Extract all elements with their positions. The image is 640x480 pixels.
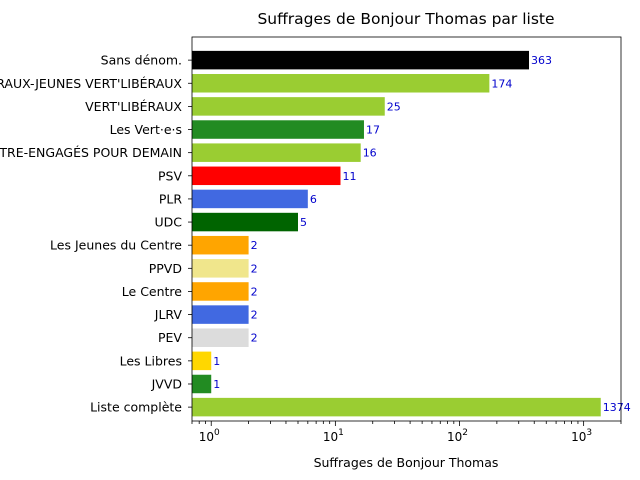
- plot-frame: [191, 36, 622, 422]
- bar: [192, 143, 361, 162]
- data-label: 1: [213, 355, 220, 368]
- bar: [192, 74, 490, 93]
- y-tick-label: Sans dénom.: [101, 53, 182, 68]
- data-label: 5: [300, 216, 307, 229]
- data-label: 6: [310, 193, 317, 206]
- x-tick-label: 103: [571, 428, 592, 444]
- data-label: 2: [251, 239, 258, 252]
- y-tick-label: Les Jeunes du Centre: [50, 238, 182, 253]
- data-label: 17: [366, 124, 380, 137]
- y-tick-label: Les Vert·e·s: [110, 122, 182, 137]
- x-tick-label: 100: [199, 428, 220, 444]
- bar: [192, 120, 364, 139]
- y-tick-label: JEUNES-CENTRE-ENGAGÉS POUR DEMAIN: [0, 145, 182, 160]
- data-label: 1374: [603, 401, 631, 414]
- x-tick-label: 102: [447, 428, 468, 444]
- x-axis: 100 101 102 103: [191, 421, 622, 444]
- bar: [192, 259, 249, 278]
- bar: [192, 305, 249, 324]
- bar: [192, 282, 249, 301]
- bar: [192, 50, 530, 70]
- y-tick-label: PPVD: [149, 261, 182, 276]
- bar: [192, 189, 308, 209]
- data-label: 174: [491, 77, 512, 90]
- y-tick-label: UDC: [154, 215, 182, 230]
- data-label: 363: [531, 54, 552, 67]
- y-tick-label: VERT'LIBÉRAUX: [85, 99, 182, 114]
- y-tick-labels: Sans dénom. JEUNES LIBÉRAUX-JEUNES VERT'L…: [0, 53, 192, 415]
- data-label: 2: [251, 332, 258, 345]
- y-tick-label: PEV: [158, 330, 182, 345]
- data-label: 1: [213, 378, 220, 391]
- bar: [192, 97, 385, 116]
- data-label: 11: [343, 170, 357, 183]
- chart-title: Suffrages de Bonjour Thomas par liste: [257, 10, 554, 28]
- bar: [192, 374, 212, 394]
- bars-layer: [192, 50, 601, 417]
- data-label: 2: [251, 309, 258, 322]
- data-label: 2: [251, 285, 258, 298]
- x-axis-label: Suffrages de Bonjour Thomas: [314, 455, 499, 470]
- y-tick-label: JLRV: [154, 307, 183, 322]
- y-tick-label: JEUNES LIBÉRAUX-JEUNES VERT'LIBÉRAUX: [0, 76, 182, 91]
- y-tick-label: Les Libres: [120, 353, 182, 368]
- y-tick-label: Liste complète: [90, 400, 182, 415]
- bar: [192, 166, 341, 186]
- x-tick-label: 101: [323, 428, 344, 444]
- bar: [192, 351, 212, 371]
- y-tick-label: JVVD: [151, 376, 182, 391]
- bar: [192, 235, 249, 255]
- y-tick-label: Le Centre: [122, 284, 183, 299]
- y-tick-label: PLR: [159, 191, 183, 206]
- data-label: 25: [387, 100, 401, 113]
- bar: [192, 212, 298, 232]
- bar: [192, 397, 601, 417]
- data-label: 2: [251, 262, 258, 275]
- data-label: 16: [363, 147, 377, 160]
- bar: [192, 328, 249, 347]
- y-tick-label: PSV: [158, 168, 182, 183]
